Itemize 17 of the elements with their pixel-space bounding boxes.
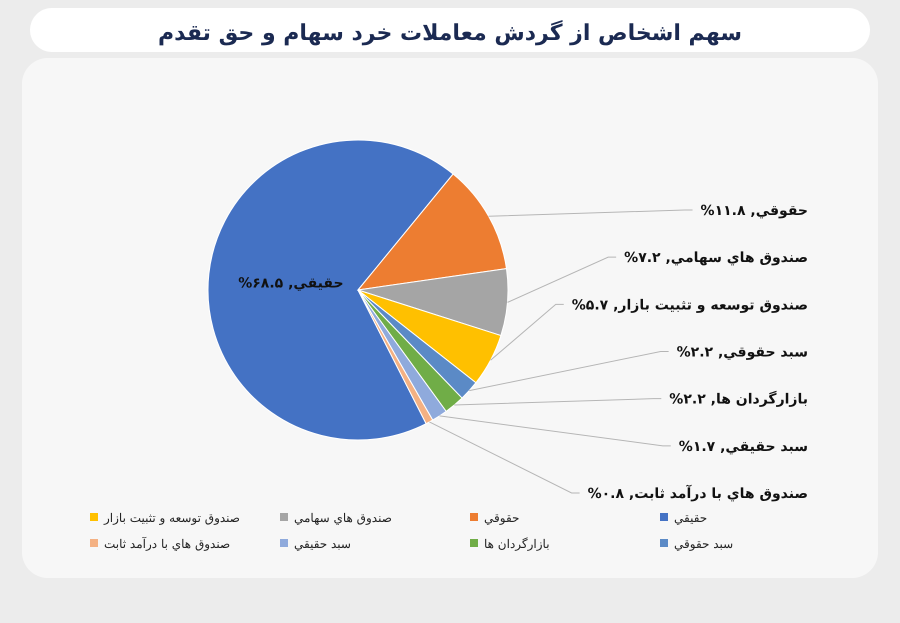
- data-label: بازارگردان ها, ۲.۲%: [669, 390, 808, 408]
- data-label: حقيقي, ۶۸.۵%: [238, 276, 344, 292]
- legend-label: صندوق هاي سهامي: [294, 511, 392, 525]
- data-label: سبد حقيقي, ۱.۷%: [678, 438, 808, 455]
- legend-label: حقوقي: [484, 511, 520, 525]
- legend-label: سبد حقوقي: [674, 537, 734, 551]
- data-label: حقوقي, ۱۱.۸%: [700, 203, 808, 219]
- chart-title: سهم اشخاص از گردش معاملات خرد سهام و حق تقدم: [158, 19, 742, 46]
- legend-label: سبد حقيقي: [294, 537, 351, 551]
- legend-label: صندوق هاي با درآمد ثابت: [104, 536, 230, 551]
- data-label: صندوق هاي با درآمد ثابت, ۰.۸%: [588, 484, 808, 502]
- legend-label: صندوق توسعه و تثبيت بازار: [103, 511, 240, 525]
- data-label: صندوق توسعه و تثبيت بازار, ۵.۷%: [572, 297, 808, 314]
- data-label: سبد حقوقي, ۲.۲%: [676, 344, 808, 360]
- data-label: صندوق هاي سهامي, ۷.۲%: [624, 250, 808, 266]
- legend-label: حقيقي: [674, 511, 708, 525]
- legend-label: بازارگردان ها: [484, 537, 550, 551]
